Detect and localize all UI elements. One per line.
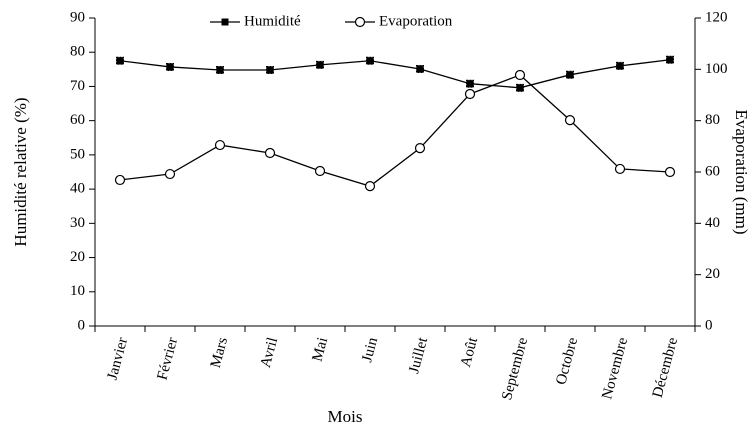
- data-point: [216, 66, 224, 75]
- x-tick-label: Avril: [258, 336, 281, 370]
- data-point: [116, 56, 124, 65]
- y-tick-label: 0: [78, 317, 86, 333]
- data-point: [514, 69, 526, 81]
- y-tick-label: 80: [70, 44, 85, 60]
- legend-marker: [221, 18, 229, 26]
- y-tick-label: 40: [70, 181, 85, 197]
- series-line: [119, 59, 671, 89]
- x-tick-label: Octobre: [553, 335, 581, 386]
- data-point: [466, 79, 474, 88]
- x-tick-label: Mars: [208, 336, 231, 370]
- data-point: [366, 56, 374, 65]
- data-point: [664, 166, 676, 178]
- x-tick-label: Septembre: [499, 335, 531, 401]
- data-point: [364, 181, 376, 192]
- x-tick-label: Janvier: [105, 336, 132, 382]
- x-axis-title: Mois: [328, 407, 363, 426]
- data-point: [114, 174, 126, 186]
- y2-tick-label: 100: [705, 61, 728, 77]
- series-line: [119, 74, 671, 187]
- y2-tick-label: 20: [705, 266, 720, 282]
- data-point: [616, 61, 624, 70]
- data-point: [614, 163, 626, 175]
- data-point: [566, 70, 574, 79]
- x-tick-label: Août: [458, 335, 481, 369]
- x-tick-label: Décembre: [650, 335, 681, 399]
- data-point: [414, 143, 426, 154]
- data-point: [564, 115, 576, 126]
- y2-tick-label: 120: [705, 9, 728, 25]
- x-tick-label: Juillet: [406, 335, 431, 375]
- data-point: [164, 168, 176, 180]
- y-tick-label: 20: [70, 249, 85, 265]
- y-tick-label: 60: [70, 112, 85, 128]
- legend-label: Humidité: [244, 13, 301, 29]
- x-tick-label: Novembre: [599, 335, 631, 401]
- y-tick-label: 10: [70, 283, 85, 299]
- data-point: [416, 64, 424, 73]
- y2-tick-label: 60: [705, 163, 720, 179]
- y2-tick-label: 40: [705, 215, 720, 231]
- x-tick-label: Juin: [359, 335, 381, 364]
- data-point: [266, 66, 274, 75]
- data-point: [516, 83, 524, 92]
- legend-label: Evaporation: [379, 13, 453, 29]
- y-tick-label: 50: [70, 146, 85, 162]
- y2-tick-label: 0: [705, 317, 713, 333]
- y2-tick-label: 80: [705, 112, 720, 128]
- y-axis-title: Humidité relative (%): [11, 97, 30, 246]
- data-point: [264, 147, 276, 159]
- x-tick-label: Février: [155, 336, 182, 382]
- data-point: [316, 60, 324, 69]
- data-point: [666, 55, 674, 64]
- data-point: [314, 165, 326, 177]
- y-tick-label: 70: [70, 78, 85, 94]
- data-point: [464, 88, 476, 100]
- legend-marker: [354, 16, 366, 28]
- data-point: [166, 62, 174, 71]
- x-tick-label: Mai: [309, 336, 331, 363]
- y-tick-label: 90: [70, 9, 85, 25]
- y2-axis-title: Evaporation (mm): [732, 109, 751, 234]
- data-point: [214, 139, 226, 151]
- y-tick-label: 30: [70, 215, 85, 231]
